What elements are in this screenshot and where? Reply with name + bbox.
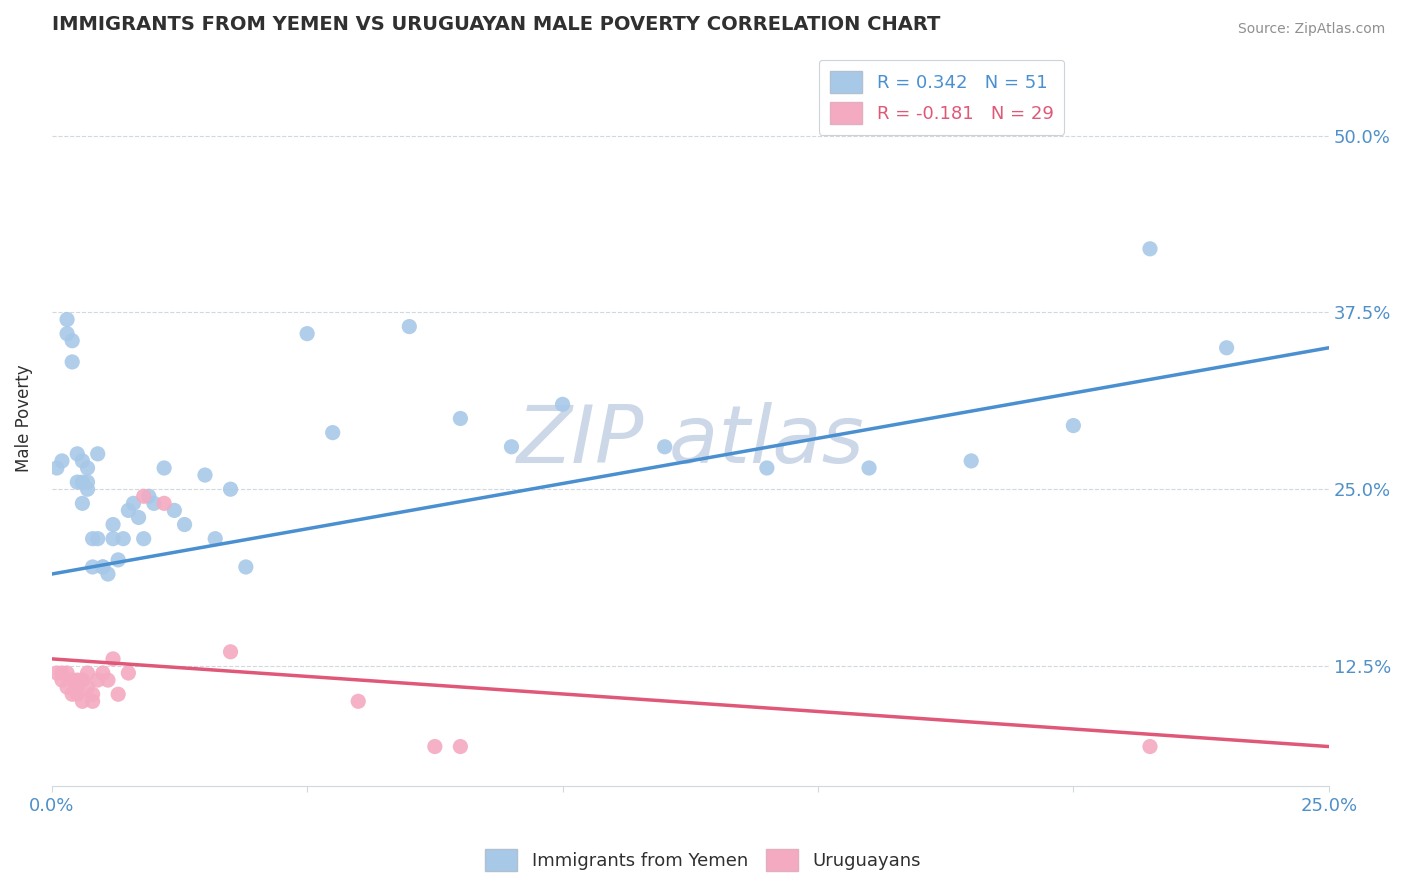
Point: [138, 489, 160, 503]
Point: [654, 440, 676, 454]
Point: [194, 468, 217, 483]
Point: [72, 496, 94, 510]
Point: [87, 673, 110, 687]
Point: [66, 680, 89, 694]
Point: [56, 312, 79, 326]
Point: [173, 517, 195, 532]
Text: ZIP atlas: ZIP atlas: [516, 401, 865, 480]
Point: [235, 560, 257, 574]
Point: [45, 461, 67, 475]
Point: [97, 673, 120, 687]
Point: [551, 397, 574, 411]
Point: [82, 687, 104, 701]
Point: [91, 560, 114, 574]
Text: IMMIGRANTS FROM YEMEN VS URUGUAYAN MALE POVERTY CORRELATION CHART: IMMIGRANTS FROM YEMEN VS URUGUAYAN MALE …: [52, 15, 941, 34]
Point: [76, 666, 98, 681]
Point: [322, 425, 344, 440]
Point: [501, 440, 523, 454]
Point: [142, 496, 165, 510]
Point: [112, 532, 135, 546]
Point: [66, 447, 89, 461]
Point: [66, 673, 89, 687]
Point: [347, 694, 370, 708]
Text: Source: ZipAtlas.com: Source: ZipAtlas.com: [1237, 22, 1385, 37]
Point: [72, 454, 94, 468]
Point: [51, 666, 73, 681]
Point: [449, 411, 471, 425]
Point: [82, 560, 104, 574]
Point: [101, 532, 124, 546]
Point: [153, 496, 176, 510]
Point: [423, 739, 446, 754]
Point: [449, 739, 471, 754]
Point: [87, 532, 110, 546]
Point: [87, 447, 110, 461]
Point: [101, 652, 124, 666]
Point: [117, 666, 139, 681]
Point: [66, 687, 89, 701]
Point: [76, 482, 98, 496]
Point: [60, 687, 83, 701]
Point: [51, 454, 73, 468]
Point: [76, 680, 98, 694]
Point: [122, 496, 145, 510]
Point: [107, 687, 129, 701]
Point: [1215, 341, 1237, 355]
Point: [204, 532, 226, 546]
Point: [76, 461, 98, 475]
Point: [56, 326, 79, 341]
Point: [132, 532, 155, 546]
Point: [60, 673, 83, 687]
Point: [82, 694, 104, 708]
Point: [960, 454, 983, 468]
Point: [1139, 242, 1161, 256]
Point: [295, 326, 318, 341]
Point: [153, 461, 176, 475]
Point: [82, 532, 104, 546]
Point: [72, 475, 94, 489]
Point: [91, 560, 114, 574]
Point: [1139, 739, 1161, 754]
Y-axis label: Male Poverty: Male Poverty: [15, 365, 32, 472]
Point: [76, 475, 98, 489]
Point: [755, 461, 778, 475]
Point: [45, 666, 67, 681]
Point: [97, 567, 120, 582]
Point: [132, 489, 155, 503]
Point: [163, 503, 186, 517]
Point: [1062, 418, 1084, 433]
Point: [60, 334, 83, 348]
Point: [72, 673, 94, 687]
Point: [107, 553, 129, 567]
Point: [66, 475, 89, 489]
Point: [101, 517, 124, 532]
Point: [51, 673, 73, 687]
Point: [117, 503, 139, 517]
Point: [72, 694, 94, 708]
Point: [398, 319, 420, 334]
Point: [219, 645, 242, 659]
Legend: R = 0.342   N = 51, R = -0.181   N = 29: R = 0.342 N = 51, R = -0.181 N = 29: [818, 60, 1064, 135]
Point: [128, 510, 150, 524]
Point: [60, 355, 83, 369]
Point: [91, 666, 114, 681]
Point: [56, 680, 79, 694]
Point: [219, 482, 242, 496]
Legend: Immigrants from Yemen, Uruguayans: Immigrants from Yemen, Uruguayans: [478, 842, 928, 879]
Point: [858, 461, 880, 475]
Point: [56, 666, 79, 681]
